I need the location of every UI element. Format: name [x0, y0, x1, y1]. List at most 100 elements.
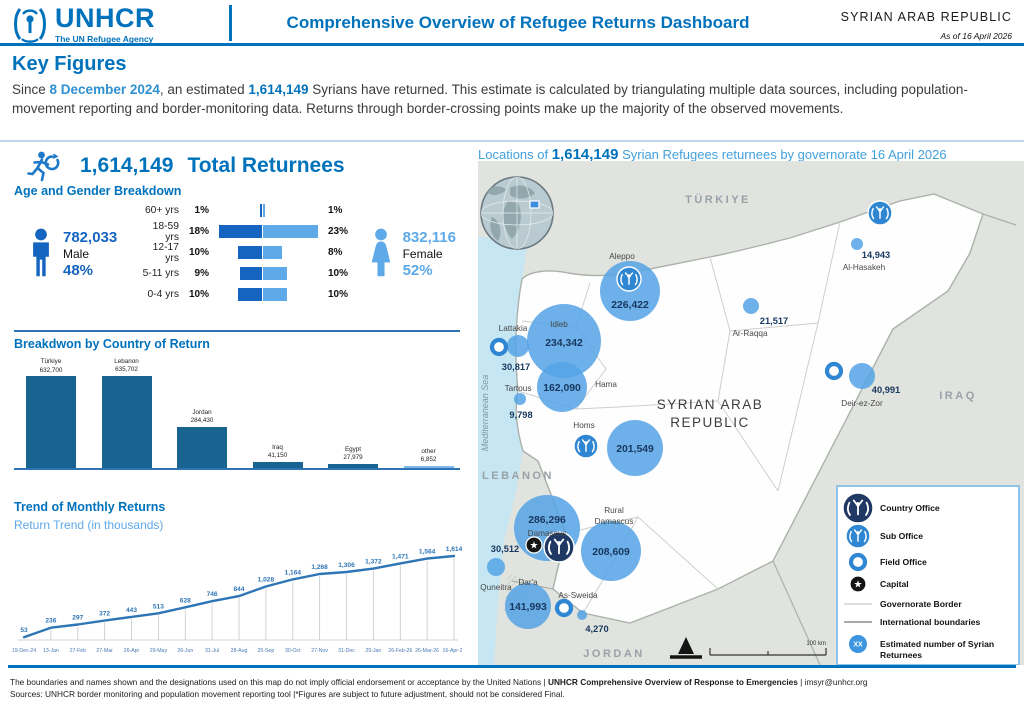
trend-value-label: 1,306 [338, 562, 355, 569]
syria-map: ★ 226,422 Aleppo 234,342 Idleb 30,817 Lattakia… [478, 161, 1024, 665]
pyramid-category: 12-17 yrs [152, 241, 179, 264]
trend-x-label: 31-Jul [205, 648, 219, 654]
trend-x-label: 19-Dec-24 [12, 648, 36, 654]
footer-disclaimer: The boundaries and names shown and the d… [10, 677, 548, 687]
trend-value-label: 1,471 [392, 553, 409, 560]
map-label-syrian-arab: SYRIAN ARAB [657, 397, 764, 412]
trend-x-label: 16-Apr-26 [442, 648, 462, 654]
kf-text-3: Syrians have returned. This estimate is … [12, 82, 968, 116]
svg-text:XX: XX [853, 642, 863, 649]
pyramid-category: 5-11 yrs [142, 268, 179, 279]
male-bar [240, 267, 262, 280]
returnee-bubble-deir-ez-zor [849, 363, 875, 389]
legend-label-estimated-number-of-syrian: Estimated number of Syrian [880, 639, 994, 649]
country-bar [101, 376, 152, 468]
bubble-name-idleb: Idleb [550, 320, 568, 329]
header-divider [229, 5, 232, 41]
trend-x-label: 25-Jan [365, 648, 381, 654]
female-bar-track [263, 225, 323, 238]
female-icon [371, 228, 390, 277]
footer-contact: | imsyr@unhcr.org [800, 677, 868, 687]
female-percent: 10% [328, 268, 349, 279]
footer-line2: Sources: UNHCR border monitoring and pop… [10, 689, 565, 700]
bubble-name-tartous: Tartous [505, 384, 532, 393]
page-title: Comprehensive Overview of Refugee Return… [286, 13, 750, 32]
trend-line-chart: 53 236 297 372 443 513 628 746 844 1,028 1,164 1,26… [12, 546, 462, 654]
returnee-bubble-rural-damascus [581, 521, 641, 581]
male-label: Male [63, 247, 90, 261]
section-divider [14, 330, 460, 332]
bottom-rule [8, 665, 1016, 668]
trend-value-label: 53 [20, 627, 28, 634]
kf-date: 8 December 2024 [49, 82, 160, 97]
returnee-bubble-quneitra [487, 558, 505, 576]
female-bar [263, 225, 319, 238]
logo-text: UNHCR The UN Refugee Agency [55, 2, 155, 44]
legend-label-line2: Returnees [880, 650, 922, 660]
trend-subtitle: Return Trend (in thousands) [14, 518, 164, 532]
trend-value-label: 297 [72, 615, 83, 622]
pyramid-row: 12-17 yrs 10% 8% [138, 241, 351, 264]
scale-bar [709, 648, 827, 656]
male-bar [259, 204, 262, 217]
logo-name: UNHCR [55, 2, 155, 33]
trend-x-label: 31-Dec [338, 648, 355, 654]
bubble-name-al-hasakeh: Al-Hasakeh [843, 263, 886, 272]
bubble-name-hama: Hama [595, 380, 617, 389]
kf-total: 1,614,149 [248, 82, 309, 97]
kf-text-1: Since [12, 82, 50, 97]
female-percent: 8% [328, 247, 343, 258]
pyramid-category: 60+ yrs [144, 205, 179, 216]
footer: The boundaries and names shown and the d… [10, 676, 1014, 701]
trend-x-label: 26-Apr [124, 648, 140, 654]
trend-value-label: 443 [126, 607, 137, 614]
country-bar [26, 376, 76, 468]
female-bar [263, 246, 283, 259]
key-figures-title: Key Figures [12, 53, 127, 75]
map-label-republic: REPUBLIC [670, 415, 750, 430]
pyramid-rows: 60+ yrs 1% 1% 18-59 yrs 18% 23% 12-17 yrs 10% 8%… [138, 200, 351, 305]
female-total: 832,116 [402, 229, 456, 246]
country-bar-label: Jordan 284,430 [190, 408, 214, 424]
sub-office-icon [867, 200, 893, 226]
returnee-bubble-dar-a [505, 583, 551, 629]
trend-value-label: 628 [180, 597, 191, 604]
country-bar [252, 462, 303, 468]
map-title-prefix: Locations of [478, 147, 552, 162]
age-gender-pyramid: 782,033 Male 48% 60+ yrs 1% 1% 18-59 yrs 18%… [14, 198, 460, 316]
bubble-value-lattakia: 30,817 [502, 362, 530, 372]
bubble-value-homs: 201,549 [616, 444, 654, 455]
globe-inset [480, 176, 554, 250]
scale-label: 100 km [806, 641, 826, 647]
trend-value-label: 513 [153, 603, 164, 610]
field-office-icon [489, 337, 509, 357]
key-figures-paragraph: Since 8 December 2024, an estimated 1,61… [12, 81, 1012, 119]
bubble-name-dar-a: Dar'a [518, 578, 538, 587]
trend-value-label: 1,372 [365, 559, 382, 566]
bubble-name-aleppo: Aleppo [609, 252, 635, 261]
trend-value-label: 372 [99, 611, 110, 618]
pyramid-row: 5-11 yrs 9% 10% [138, 263, 351, 284]
female-bar-track [263, 246, 323, 259]
north-arrow [670, 637, 702, 659]
key-figures-rule [0, 140, 1024, 142]
field-office-icon [848, 552, 868, 572]
country-bar [177, 426, 227, 468]
total-returnees-label: Total Returnees [187, 154, 345, 177]
returnee-bubble-homs [607, 420, 663, 476]
bubble-name-rural-damascus: Damascus [595, 517, 634, 526]
bubble-value-ar-raqqa: 21,517 [760, 316, 788, 326]
bubble-value-al-hasakeh: 14,943 [862, 250, 890, 260]
capital-icon: ★ [849, 575, 867, 593]
bubble-value-quneitra: 30,512 [491, 544, 519, 554]
globe-syria-marker [529, 200, 540, 209]
field-office-icon [554, 598, 574, 618]
svg-text:★: ★ [530, 541, 539, 552]
bubble-value-idleb: 234,342 [545, 338, 583, 349]
bubble-value-hama: 162,090 [543, 383, 581, 394]
trend-x-label: 27-Nov [311, 648, 328, 654]
bubble-name-ar-raqqa: Ar-Raqqa [732, 329, 767, 338]
country-bar-label: Iraq 41,150 [267, 444, 288, 460]
male-percent: 10% [188, 247, 209, 258]
